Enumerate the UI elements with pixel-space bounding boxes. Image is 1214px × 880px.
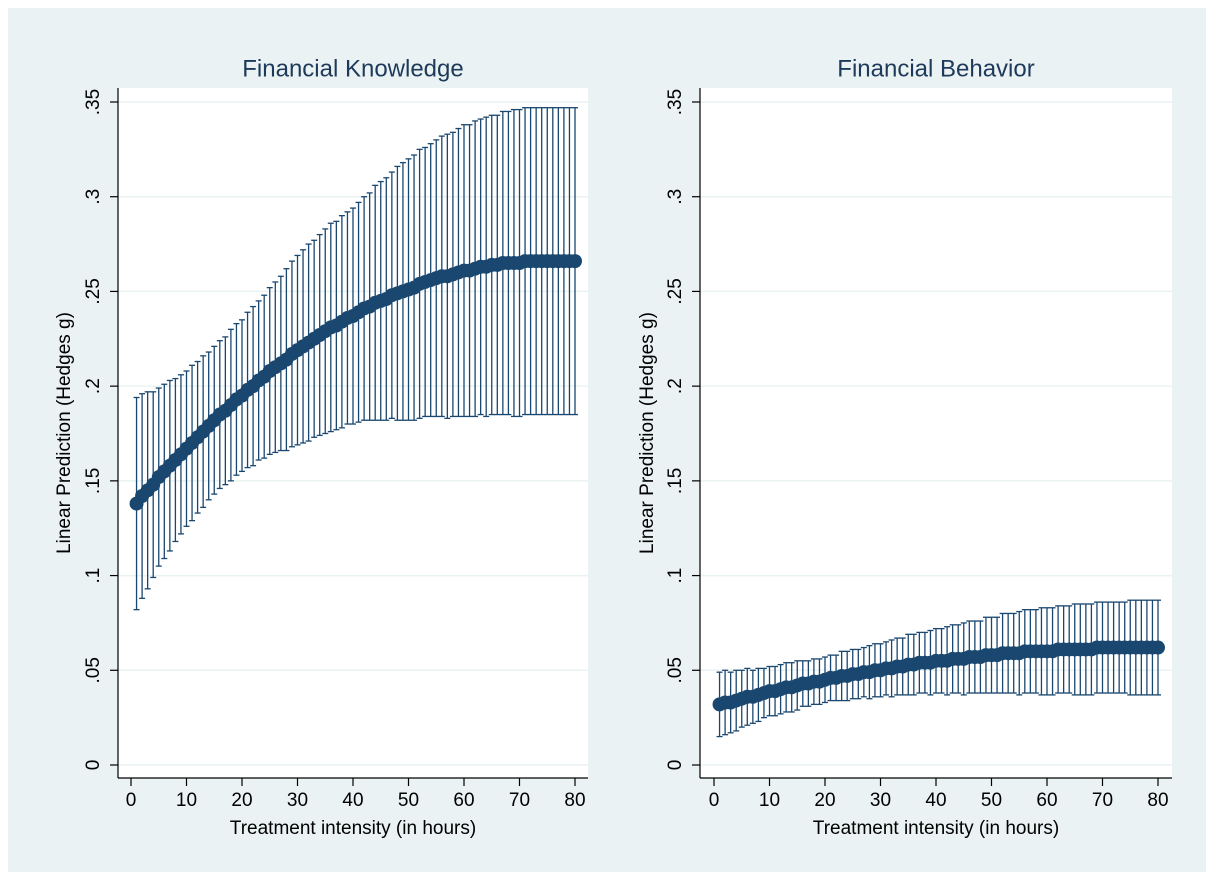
- y-tick-label: .1: [83, 568, 104, 584]
- y-tick-label: .3: [83, 189, 104, 205]
- plot-area: [118, 88, 588, 778]
- y-tick-label: .15: [665, 468, 686, 494]
- y-axis-label: Linear Prediction (Hedges g): [637, 312, 658, 554]
- chart-title: Financial Knowledge: [242, 55, 463, 82]
- y-tick-label: 0: [665, 760, 686, 771]
- x-tick-label: 70: [1092, 790, 1113, 811]
- x-tick-label: 70: [509, 790, 530, 811]
- x-tick-label: 10: [759, 790, 780, 811]
- x-axis-label: Treatment intensity (in hours): [813, 818, 1059, 839]
- marker: [1151, 640, 1165, 655]
- x-tick-label: 0: [126, 790, 137, 811]
- panel: Financial Behavior Treatment intensity (i…: [637, 55, 1172, 839]
- x-tick-label: 60: [1036, 790, 1057, 811]
- x-axis-label: Treatment intensity (in hours): [230, 818, 476, 839]
- x-tick-label: 20: [231, 790, 252, 811]
- x-tick-label: 80: [1147, 790, 1168, 811]
- panel: Financial Knowledge Treatment intensity (…: [54, 55, 588, 839]
- y-tick-label: .2: [83, 378, 104, 394]
- x-tick-label: 50: [981, 790, 1002, 811]
- x-tick-label: 30: [870, 790, 891, 811]
- marker: [568, 254, 582, 269]
- y-tick-label: 0: [83, 760, 104, 771]
- x-tick-label: 0: [709, 790, 720, 811]
- y-tick-label: .35: [665, 89, 686, 115]
- markers: [129, 254, 582, 511]
- x-tick-label: 60: [453, 790, 474, 811]
- y-tick-label: .05: [83, 657, 104, 683]
- y-axis-label: Linear Prediction (Hedges g): [54, 312, 75, 554]
- y-tick-label: .35: [83, 89, 104, 115]
- x-tick-label: 30: [287, 790, 308, 811]
- y-tick-label: .1: [665, 568, 686, 584]
- x-tick-label: 50: [398, 790, 419, 811]
- y-tick-label: .05: [665, 657, 686, 683]
- x-tick-label: 40: [925, 790, 946, 811]
- x-tick-label: 40: [342, 790, 363, 811]
- y-tick-label: .15: [83, 468, 104, 494]
- x-tick-label: 10: [176, 790, 197, 811]
- y-tick-label: .2: [665, 378, 686, 394]
- y-tick-label: .25: [83, 278, 104, 304]
- y-tick-label: .3: [665, 189, 686, 205]
- x-tick-label: 20: [814, 790, 835, 811]
- chart-title: Financial Behavior: [837, 55, 1034, 82]
- markers: [712, 640, 1165, 712]
- x-tick-label: 80: [564, 790, 585, 811]
- y-tick-label: .25: [665, 278, 686, 304]
